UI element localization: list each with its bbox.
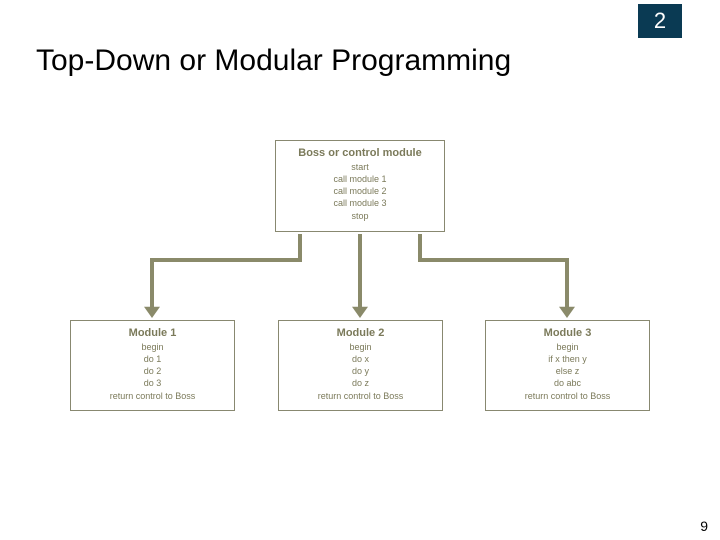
module-box-3-line: begin: [490, 341, 645, 353]
modular-diagram: Boss or control module startcall module 1…: [0, 140, 720, 480]
boss-box-line: call module 3: [280, 197, 440, 209]
chapter-badge: 2: [638, 4, 682, 38]
module-box-1-line: do 2: [75, 365, 230, 377]
page-number: 9: [700, 518, 708, 534]
chapter-number: 2: [654, 8, 666, 34]
arrow-head-icon: [559, 307, 575, 318]
boss-box-line: start: [280, 161, 440, 173]
boss-box-line: stop: [280, 210, 440, 222]
module-box-1-line: do 1: [75, 353, 230, 365]
module-box-2-line: begin: [283, 341, 438, 353]
boss-box: Boss or control module startcall module 1…: [275, 140, 445, 232]
module-box-1-line: begin: [75, 341, 230, 353]
boss-box-line: call module 1: [280, 173, 440, 185]
module-box-3-line: return control to Boss: [490, 390, 645, 402]
boss-box-title: Boss or control module: [280, 147, 440, 159]
module-box-2-line: do z: [283, 377, 438, 389]
module-box-3-title: Module 3: [490, 327, 645, 339]
module-box-1-line: return control to Boss: [75, 390, 230, 402]
module-box-2-line: do y: [283, 365, 438, 377]
boss-box-line: call module 2: [280, 185, 440, 197]
module-box-2-line: do x: [283, 353, 438, 365]
arrow-line: [152, 234, 300, 312]
arrow-head-icon: [352, 307, 368, 318]
module-box-3-line: if x then y: [490, 353, 645, 365]
arrow-line: [420, 234, 567, 312]
arrow-head-icon: [144, 307, 160, 318]
module-box-2: Module 2 begindo xdo ydo zreturn control …: [278, 320, 443, 411]
module-box-3-line: else z: [490, 365, 645, 377]
module-box-2-line: return control to Boss: [283, 390, 438, 402]
page-title: Top-Down or Modular Programming: [36, 44, 511, 78]
module-box-2-title: Module 2: [283, 327, 438, 339]
module-box-1-line: do 3: [75, 377, 230, 389]
module-box-3-line: do abc: [490, 377, 645, 389]
module-box-3: Module 3 beginif x then yelse zdo abcretu…: [485, 320, 650, 411]
module-box-1-title: Module 1: [75, 327, 230, 339]
module-box-1: Module 1 begindo 1do 2do 3return control …: [70, 320, 235, 411]
